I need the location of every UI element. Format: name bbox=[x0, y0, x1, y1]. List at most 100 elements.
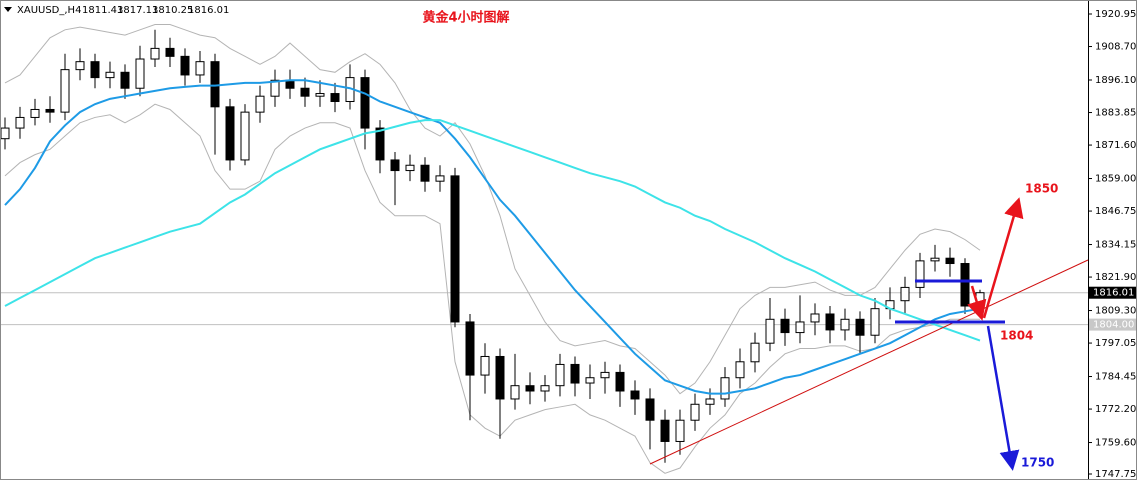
candle-body bbox=[330, 93, 340, 103]
price-label-box bbox=[1089, 318, 1136, 331]
candle-body bbox=[0, 127, 10, 140]
candle-body bbox=[420, 164, 430, 182]
candle-body bbox=[540, 385, 550, 392]
moving-average bbox=[4, 119, 981, 342]
candle-body bbox=[240, 111, 250, 161]
y-tick-label: 1784.45 bbox=[1095, 372, 1136, 383]
candle-body bbox=[855, 318, 865, 336]
candle-body bbox=[510, 385, 520, 400]
candle-body bbox=[525, 385, 535, 392]
candle-body bbox=[225, 106, 235, 161]
moving-average bbox=[4, 79, 981, 395]
candle-body bbox=[75, 61, 85, 71]
candle-body bbox=[555, 363, 565, 387]
candle-body bbox=[870, 308, 880, 336]
annotation: 1804 bbox=[1000, 329, 1033, 343]
y-tick-label: 1747.75 bbox=[1095, 469, 1136, 480]
close-value: 1816.01 bbox=[188, 5, 229, 16]
candle-body bbox=[360, 77, 370, 129]
candle-body bbox=[405, 164, 415, 172]
y-tick-label: 1834.15 bbox=[1095, 240, 1136, 251]
candle-body bbox=[735, 361, 745, 379]
candle-body bbox=[450, 175, 460, 323]
trend-line bbox=[649, 259, 1089, 465]
y-tick-label: 1908.70 bbox=[1095, 42, 1136, 53]
candle-body bbox=[765, 318, 775, 344]
candle-body bbox=[210, 61, 220, 108]
y-tick-label: 1772.20 bbox=[1095, 404, 1136, 415]
candle-body bbox=[375, 127, 385, 161]
candle-body bbox=[945, 257, 955, 265]
candle-body bbox=[795, 321, 805, 334]
candle-body bbox=[615, 371, 625, 392]
candle-body bbox=[165, 47, 175, 57]
candle-body bbox=[900, 286, 910, 302]
candle-body bbox=[105, 71, 115, 79]
candle-body bbox=[45, 108, 55, 113]
band-line bbox=[4, 23, 981, 395]
arrow-down bbox=[986, 325, 1020, 471]
candle-body bbox=[435, 175, 445, 182]
price-label: 1804.00 bbox=[1093, 320, 1134, 331]
candle-body bbox=[390, 159, 400, 172]
symbol: XAUUSD_,H4 bbox=[17, 5, 81, 16]
candle-body bbox=[630, 390, 640, 400]
y-tick-label: 1896.10 bbox=[1095, 75, 1136, 86]
candle-body bbox=[255, 95, 265, 113]
candle-body bbox=[915, 260, 925, 288]
y-tick-label: 1871.60 bbox=[1095, 140, 1136, 151]
candle-body bbox=[660, 419, 670, 442]
candle-body bbox=[495, 355, 505, 400]
candle-body bbox=[60, 69, 70, 113]
y-tick-label: 1846.75 bbox=[1095, 206, 1136, 217]
y-tick-label: 1809.30 bbox=[1095, 306, 1136, 317]
candle-body bbox=[465, 321, 475, 376]
y-tick-label: 1821.90 bbox=[1095, 272, 1136, 283]
candle-body bbox=[30, 108, 40, 118]
candle-body bbox=[780, 318, 790, 334]
candle-body bbox=[300, 87, 310, 97]
candle-body bbox=[585, 377, 595, 384]
symbol-marker bbox=[4, 7, 12, 12]
arrow-down bbox=[967, 285, 987, 321]
candle-body bbox=[750, 342, 760, 363]
price-label: 1816.01 bbox=[1093, 288, 1134, 299]
candle-body bbox=[705, 398, 715, 405]
y-tick-label: 1883.85 bbox=[1095, 108, 1136, 119]
y-tick-label: 1920.95 bbox=[1095, 9, 1136, 20]
candle-body bbox=[840, 318, 850, 331]
candle-body bbox=[315, 93, 325, 97]
candle-body bbox=[270, 79, 280, 97]
candle-body bbox=[135, 58, 145, 89]
annotation: 1850 bbox=[1025, 182, 1058, 196]
candle-body bbox=[930, 257, 940, 262]
low-value: 1810.25 bbox=[152, 5, 193, 16]
arrow-up bbox=[982, 197, 1024, 319]
open-value: 1811.43 bbox=[82, 5, 123, 16]
candle-body bbox=[960, 263, 970, 307]
candle-body bbox=[645, 398, 655, 421]
analysis-drawings bbox=[649, 197, 1089, 471]
y-tick-label: 1859.00 bbox=[1095, 174, 1136, 185]
candle-body bbox=[690, 403, 700, 421]
price-label-box bbox=[1089, 286, 1136, 299]
candle-body bbox=[120, 71, 130, 89]
candle-body bbox=[825, 313, 835, 331]
candle-body bbox=[90, 61, 100, 79]
candle-body bbox=[480, 355, 490, 376]
candle-body bbox=[675, 419, 685, 442]
candle-body bbox=[15, 116, 25, 129]
candle-body bbox=[810, 313, 820, 323]
chart-title: 黄金4小时图解 bbox=[422, 10, 509, 26]
candle-body bbox=[180, 55, 190, 76]
high-value: 1817.13 bbox=[117, 5, 158, 16]
y-tick-label: 1759.60 bbox=[1095, 438, 1136, 449]
y-tick-label: 1797.05 bbox=[1095, 338, 1136, 349]
candle-body bbox=[720, 377, 730, 400]
candle-body bbox=[150, 47, 160, 60]
annotation: 1750 bbox=[1021, 456, 1054, 470]
candle-body bbox=[195, 61, 205, 76]
band-line bbox=[4, 103, 980, 474]
